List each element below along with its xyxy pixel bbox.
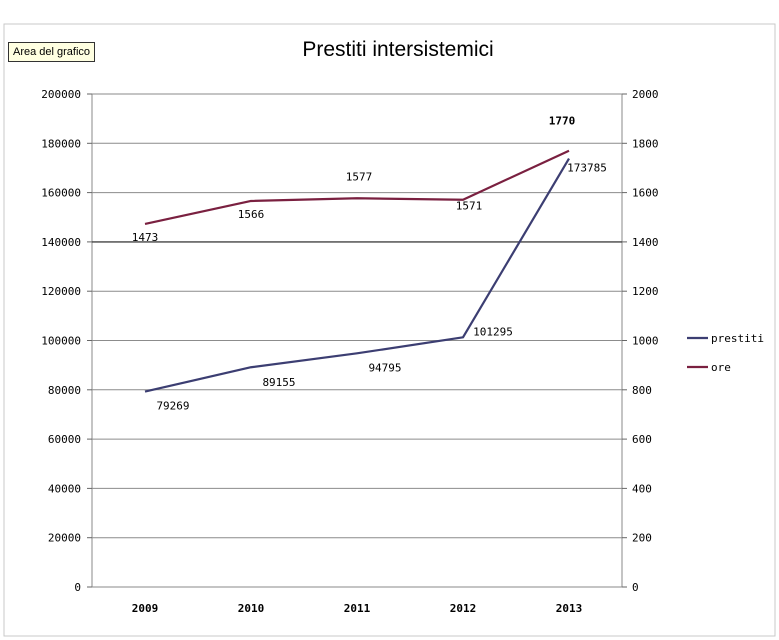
chart-title: Prestiti intersistemici	[302, 38, 493, 61]
legend-item-prestiti[interactable]: prestiti	[687, 332, 764, 345]
data-label-ore: 1473	[132, 231, 159, 244]
data-label-ore: 1571	[456, 200, 483, 213]
left-axis-tick-label: 160000	[41, 187, 81, 200]
x-axis-tick-label: 2011	[344, 602, 371, 615]
right-axis-tick-label: 200	[632, 532, 652, 545]
right-axis-tick-label: 800	[632, 384, 652, 397]
left-axis-tick-label: 100000	[41, 335, 81, 348]
right-axis-tick-label: 400	[632, 482, 652, 495]
series-line-prestiti[interactable]	[144, 158, 570, 393]
right-axis-tick-label: 1200	[632, 285, 659, 298]
legend-item-ore[interactable]: ore	[687, 361, 731, 374]
data-label-prestiti: 79269	[156, 400, 189, 413]
data-labels: 79269 89155 94795 101295 173785 1473 1566 1577 1…	[132, 115, 607, 413]
series-lines	[144, 149, 570, 393]
data-label-ore: 1566	[238, 208, 265, 221]
gridlines	[92, 142, 622, 539]
x-axis-tick-label: 2010	[238, 602, 265, 615]
right-axis-tick-label: 1000	[632, 335, 659, 348]
legend[interactable]: prestiti ore	[687, 332, 764, 374]
left-axis-tick-label: 0	[74, 581, 81, 594]
right-axis-tick-label: 1800	[632, 137, 659, 150]
left-axis-tick-label: 80000	[48, 384, 81, 397]
axes: 0200004000060000800001000001200001400001…	[41, 88, 658, 615]
data-label-ore: 1770	[549, 115, 576, 128]
data-label-prestiti: 89155	[262, 376, 295, 389]
data-label-prestiti: 94795	[368, 361, 401, 374]
right-axis-tick-label: 1600	[632, 187, 659, 200]
left-axis-tick-label: 40000	[48, 482, 81, 495]
right-axis-tick-label: 1400	[632, 236, 659, 249]
left-axis-tick-label: 20000	[48, 532, 81, 545]
right-axis-tick-label: 2000	[632, 88, 659, 101]
x-axis-tick-label: 2013	[556, 602, 583, 615]
right-axis-tick-label: 0	[632, 581, 639, 594]
chart-area-tooltip: Area del grafico	[8, 42, 96, 62]
x-axis-tick-label: 2012	[450, 602, 477, 615]
left-axis-tick-label: 200000	[41, 88, 81, 101]
left-axis-tick-label: 60000	[48, 433, 81, 446]
left-axis-tick-label: 180000	[41, 137, 81, 150]
data-label-prestiti: 173785	[567, 162, 607, 175]
data-label-prestiti: 101295	[473, 325, 513, 338]
right-axis-tick-label: 600	[632, 433, 652, 446]
legend-label: ore	[711, 361, 731, 374]
left-axis-tick-label: 140000	[41, 236, 81, 249]
series-line-ore[interactable]	[144, 149, 570, 225]
x-axis-tick-label: 2009	[132, 602, 159, 615]
left-axis-tick-label: 120000	[41, 285, 81, 298]
legend-label: prestiti	[711, 332, 764, 345]
data-label-ore: 1577	[346, 170, 373, 183]
